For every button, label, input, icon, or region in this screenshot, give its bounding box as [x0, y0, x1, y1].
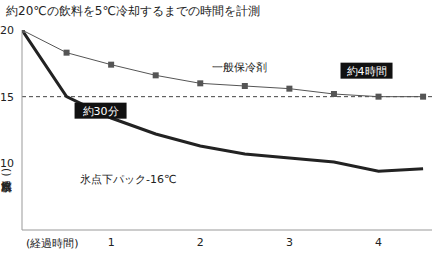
svg-text:15: 15	[0, 91, 14, 104]
svg-text:20: 20	[0, 24, 14, 37]
svg-text:約30分: 約30分	[83, 105, 119, 118]
svg-text:約4時間: 約4時間	[347, 65, 387, 78]
svg-text:4: 4	[375, 236, 382, 249]
svg-text:2: 2	[197, 236, 204, 249]
svg-text:1: 1	[108, 236, 115, 249]
svg-text:3: 3	[286, 236, 293, 249]
